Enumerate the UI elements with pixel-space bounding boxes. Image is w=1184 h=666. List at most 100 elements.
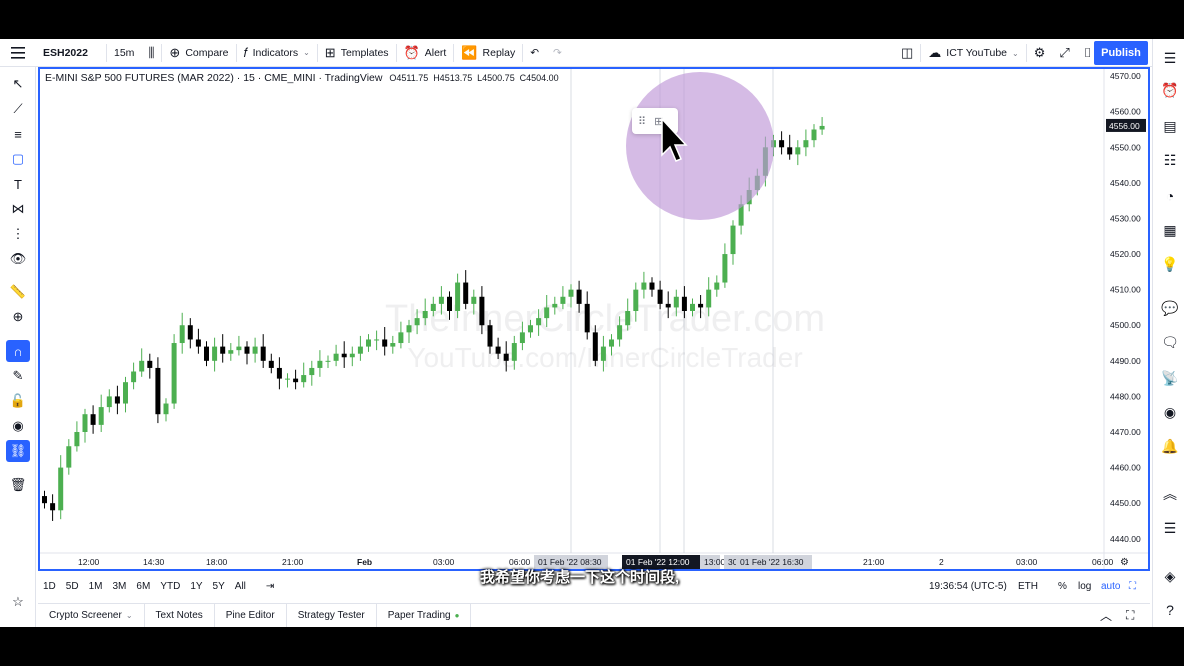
lock-icon[interactable]: 🔓 [9,393,27,408]
candle-body[interactable] [568,289,574,297]
trend-line-tool-icon[interactable]: ⟋ [13,101,23,116]
scale-icon[interactable]: ⛶ [1129,580,1136,592]
candle-body[interactable] [438,296,444,304]
alarm-clock-icon[interactable]: ⏰ [1161,81,1179,98]
candle-body[interactable] [447,296,452,311]
magnet-icon[interactable]: ∩ [6,340,30,362]
candle-body[interactable] [584,303,590,333]
templates-button[interactable]: ⊞ Templates [318,39,396,67]
candle-body[interactable] [495,346,501,354]
candle-body[interactable] [276,367,282,379]
help-icon[interactable]: ? [1166,602,1174,618]
candle-body[interactable] [123,382,128,404]
candle-body[interactable] [66,446,72,468]
object-tree-icon[interactable]: ☰ [1163,519,1177,536]
ideas-icon[interactable]: 💡 [1161,255,1179,272]
layout-select-button[interactable]: ◫ [894,39,920,67]
pattern-tool-icon[interactable]: ⋈ [11,201,25,216]
candle-body[interactable] [98,407,104,425]
range-button-1d[interactable]: 1D [43,580,56,592]
range-button-all[interactable]: All [234,580,246,592]
candle-body[interactable] [204,346,209,361]
data-window-icon[interactable]: ☷ [1163,151,1177,168]
candle-body[interactable] [171,343,177,404]
session-toggle[interactable]: ETH [1018,580,1038,592]
candle-body[interactable] [649,282,655,290]
goto-date-icon[interactable]: ⇥ [265,580,275,592]
candle-body[interactable] [50,503,56,511]
tab-strategy-tester[interactable]: Strategy Tester [287,603,377,627]
redo-button[interactable]: ↷ [546,39,569,67]
candle-body[interactable] [317,360,323,368]
chat-bubble-icon[interactable]: 🗨 [1161,333,1179,350]
candle-body[interactable] [625,311,631,326]
auto-toggle[interactable]: auto [1101,580,1121,592]
candle-body[interactable] [803,140,809,148]
candle-body[interactable] [430,303,436,311]
candle-body[interactable] [641,282,647,290]
replay-button[interactable]: ⏪ Replay [454,39,522,67]
live-stream-icon[interactable]: ◉ [1163,403,1177,420]
symbol-search-button[interactable]: ESH2022 [43,46,88,59]
grid-icon[interactable]: ⊞ [654,115,664,128]
candle-body[interactable] [519,332,525,344]
snapshot-button[interactable]: ⌷ [1077,39,1099,67]
compare-button[interactable]: ⊕ Compare [162,39,235,67]
candle-body[interactable] [406,325,412,333]
tab-crypto-screener[interactable]: Crypto Screener ⌄ [38,603,145,627]
candle-body[interactable] [374,339,380,341]
candle-body[interactable] [366,339,371,347]
candle-body[interactable] [730,225,736,255]
log-toggle[interactable]: log [1078,580,1092,592]
save-layout-button[interactable]: ☁ ICT YouTube ⌄ [921,39,1025,67]
maximize-panel-icon[interactable]: ⛶ [1126,608,1135,622]
interval-button[interactable]: 15m [114,46,135,59]
chat-icon[interactable]: 💬 [1161,299,1179,316]
ruler-icon[interactable]: 📏 [9,284,27,299]
candle-body[interactable] [268,360,274,368]
candle-body[interactable] [236,346,242,351]
cursor-tool-icon[interactable]: ↖ [12,76,24,91]
candle-body[interactable] [722,254,728,283]
candle-body[interactable] [90,414,96,425]
link-icon[interactable]: ⛓ [6,440,30,462]
clock-label[interactable]: 19:36:54 (UTC-5) [929,580,1007,592]
candle-body[interactable] [665,303,671,308]
candle-body[interactable] [714,282,720,290]
notifications-icon[interactable]: 🔔 [1161,437,1179,454]
floating-toolbar[interactable]: ⠿ ⊞ [632,108,678,134]
watchlist-icon[interactable]: ☰ [1163,49,1177,66]
candle-body[interactable] [690,303,695,311]
range-button-5y[interactable]: 5Y [212,580,225,592]
candle-body[interactable] [779,140,785,148]
fib-tool-icon[interactable]: ≡ [14,126,22,142]
candle-body[interactable] [309,367,315,376]
settings-button[interactable]: ⚙ [1027,39,1053,67]
candle-body[interactable] [787,147,793,155]
eye-icon[interactable]: 👁 [9,251,27,266]
tab-pine-editor[interactable]: Pine Editor [215,603,287,627]
collapse-panel-icon[interactable]: ︿ [1100,609,1113,623]
candle-body[interactable] [560,296,566,304]
calendar-icon[interactable]: ▦ [1163,221,1177,238]
candle-body[interactable] [260,346,266,361]
candle-body[interactable] [503,353,509,361]
range-button-ytd[interactable]: YTD [160,580,181,592]
candle-body[interactable] [301,375,307,383]
prediction-tool-icon[interactable]: ⋮ [11,226,25,241]
candle-body[interactable] [511,343,517,361]
range-button-1m[interactable]: 1M [88,580,103,592]
candle-body[interactable] [479,296,485,326]
candle-body[interactable] [74,432,80,447]
candle-body[interactable] [706,289,712,308]
candle-body[interactable] [179,325,185,344]
candle-body[interactable] [82,414,88,432]
candle-body[interactable] [42,496,47,504]
candle-body[interactable] [552,303,558,308]
candle-body[interactable] [293,378,299,383]
stay-drawing-icon[interactable]: ✎ [12,368,24,383]
candle-body[interactable] [414,318,420,326]
candle-body[interactable] [390,343,396,347]
candle-body[interactable] [795,147,801,155]
star-icon[interactable]: ☆ [12,594,24,609]
